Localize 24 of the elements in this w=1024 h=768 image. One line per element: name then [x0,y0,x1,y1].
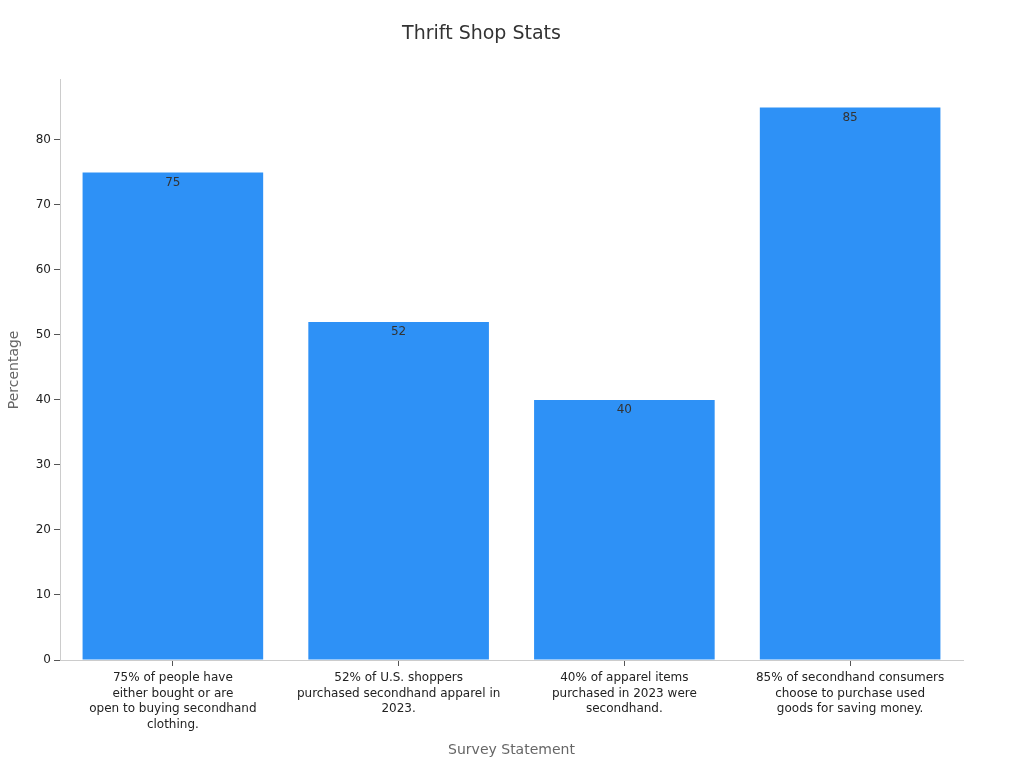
data-label: 52 [390,324,407,339]
y-tick-label: 50 [35,327,51,342]
data-label: 40 [616,402,633,417]
x-tick-label: 75% of people have either bought or are open to buying secondhand clothing. [89,669,257,731]
y-tick-label: 0 [43,652,51,667]
x-tick-label: 40% of apparel items purchased in 2023 were secondhand. [551,669,697,716]
bar [308,321,489,660]
y-tick-label: 70 [35,197,51,212]
data-label: 75 [165,174,181,189]
y-tick-label: 80 [35,132,51,147]
y-axis-title: Percentage [5,330,22,410]
bar [82,172,264,660]
y-tick-label: 40 [35,392,51,407]
bar [759,107,941,660]
x-tick-label: 85% of secondhand consumers choose to purchase used goods for saving money. [755,669,945,716]
chart-title: Thrift Shop Stats [401,21,561,44]
y-tick-label: 10 [35,587,51,602]
y-tick-label: 60 [35,262,51,277]
y-tick-label: 20 [35,522,51,537]
data-label: 85 [842,109,858,124]
y-tick-label: 30 [35,457,51,472]
bar [534,399,715,660]
x-tick-label: 52% of U.S. shoppers purchased secondhand apparel in 2023. [296,669,501,716]
x-axis-title: Survey Statement [448,741,576,758]
